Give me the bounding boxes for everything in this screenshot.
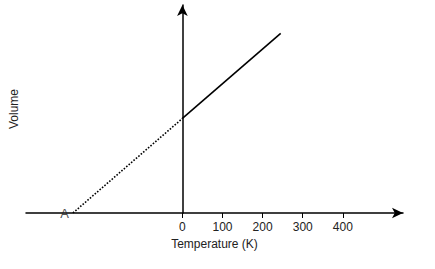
svg-text:200: 200 (253, 220, 273, 234)
svg-text:Volume: Volume (7, 89, 21, 129)
svg-text:0: 0 (179, 220, 186, 234)
svg-text:A: A (60, 206, 69, 221)
svg-text:300: 300 (293, 220, 313, 234)
svg-text:400: 400 (333, 220, 353, 234)
svg-text:Temperature (K): Temperature (K) (171, 237, 258, 251)
svg-text:100: 100 (213, 220, 233, 234)
